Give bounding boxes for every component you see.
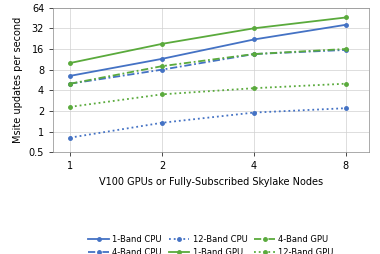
- 12-Band CPU: [68, 136, 73, 139]
- 12-Band GPU: [344, 82, 348, 85]
- 4-Band GPU: [252, 53, 256, 56]
- 12-Band CPU: [252, 111, 256, 114]
- 4-Band CPU: [252, 53, 256, 56]
- 4-Band GPU: [68, 82, 73, 85]
- Line: 1-Band CPU: 1-Band CPU: [68, 23, 348, 78]
- X-axis label: V100 GPUs or Fully-Subscribed Skylake Nodes: V100 GPUs or Fully-Subscribed Skylake No…: [99, 177, 323, 187]
- Line: 4-Band CPU: 4-Band CPU: [68, 48, 348, 85]
- 1-Band CPU: [252, 38, 256, 41]
- Line: 4-Band GPU: 4-Band GPU: [68, 47, 348, 85]
- 12-Band CPU: [344, 107, 348, 110]
- 1-Band GPU: [252, 27, 256, 30]
- 12-Band GPU: [68, 105, 73, 108]
- 1-Band CPU: [68, 74, 73, 77]
- Legend: 1-Band CPU, 4-Band CPU, 12-Band CPU, 1-Band GPU, 4-Band GPU, 12-Band GPU: 1-Band CPU, 4-Band CPU, 12-Band CPU, 1-B…: [85, 232, 337, 254]
- 4-Band GPU: [344, 47, 348, 51]
- 1-Band CPU: [344, 23, 348, 26]
- 12-Band GPU: [160, 93, 164, 96]
- 4-Band CPU: [68, 82, 73, 85]
- Line: 1-Band GPU: 1-Band GPU: [68, 16, 348, 65]
- 1-Band GPU: [160, 42, 164, 45]
- 4-Band CPU: [160, 68, 164, 71]
- 4-Band CPU: [344, 49, 348, 52]
- 4-Band GPU: [160, 65, 164, 68]
- Line: 12-Band GPU: 12-Band GPU: [68, 82, 348, 109]
- 12-Band CPU: [160, 121, 164, 124]
- 1-Band GPU: [68, 61, 73, 65]
- 12-Band GPU: [252, 87, 256, 90]
- 1-Band CPU: [160, 57, 164, 60]
- 1-Band GPU: [344, 16, 348, 19]
- Y-axis label: Msite updates per second: Msite updates per second: [13, 17, 23, 143]
- Line: 12-Band CPU: 12-Band CPU: [68, 106, 348, 139]
